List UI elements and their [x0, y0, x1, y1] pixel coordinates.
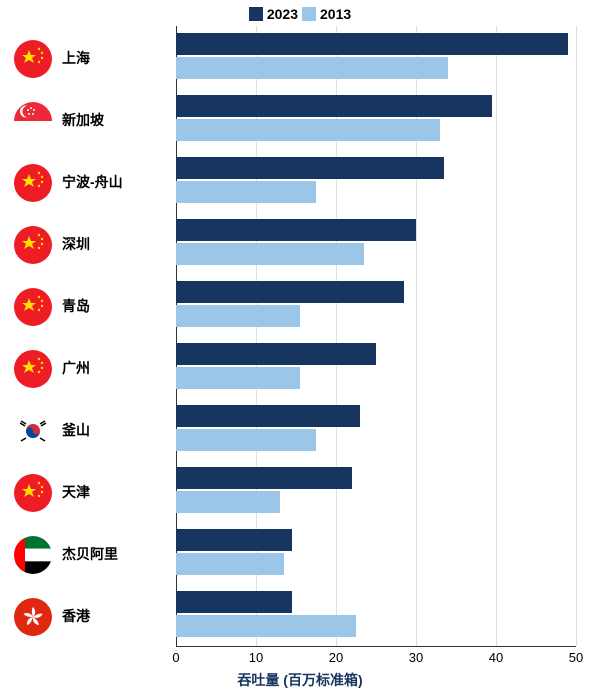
- legend-item-2023: 2023: [249, 6, 298, 22]
- port-label: 杰贝阿里: [62, 544, 118, 564]
- bar-2023: [176, 591, 292, 613]
- x-tick: 50: [569, 650, 583, 665]
- bar-2013: [176, 367, 300, 389]
- legend-label: 2023: [267, 6, 298, 22]
- china-flag-icon: [14, 226, 52, 264]
- bar-2023: [176, 343, 376, 365]
- x-tick: 40: [489, 650, 503, 665]
- china-flag-icon: [14, 164, 52, 202]
- port-row: 新加坡: [0, 88, 600, 150]
- port-row: 宁波-舟山: [0, 150, 600, 212]
- port-row: 釜山: [0, 398, 600, 460]
- bar-chart: 上海新加坡宁波-舟山深圳青岛广州釜山天津杰贝阿里香港: [0, 26, 600, 672]
- x-tick: 0: [172, 650, 179, 665]
- bar-2013: [176, 305, 300, 327]
- bar-2013: [176, 57, 448, 79]
- port-row: 广州: [0, 336, 600, 398]
- bar-2023: [176, 157, 444, 179]
- bar-2013: [176, 243, 364, 265]
- port-label: 釜山: [62, 420, 90, 440]
- port-label: 香港: [62, 606, 90, 626]
- china-flag-icon: [14, 288, 52, 326]
- port-label: 青岛: [62, 296, 90, 316]
- korea-flag-icon: [14, 412, 52, 450]
- singapore-flag-icon: [14, 102, 52, 140]
- x-tick: 10: [249, 650, 263, 665]
- china-flag-icon: [14, 350, 52, 388]
- port-row: 杰贝阿里: [0, 522, 600, 584]
- port-label: 广州: [62, 358, 90, 378]
- bar-2023: [176, 33, 568, 55]
- port-label: 深圳: [62, 234, 90, 254]
- x-axis-label: 吞吐量 (百万标准箱): [0, 670, 600, 690]
- bar-2023: [176, 281, 404, 303]
- legend: 2023 2013: [0, 0, 600, 22]
- port-label: 天津: [62, 482, 90, 502]
- port-row: 青岛: [0, 274, 600, 336]
- bar-2023: [176, 95, 492, 117]
- x-axis-line: [176, 646, 576, 647]
- port-row: 深圳: [0, 212, 600, 274]
- port-label: 新加坡: [62, 110, 104, 130]
- bar-2023: [176, 529, 292, 551]
- uae-flag-icon: [14, 536, 52, 574]
- bar-2013: [176, 491, 280, 513]
- port-label: 宁波-舟山: [62, 172, 123, 192]
- port-row: 天津: [0, 460, 600, 522]
- china-flag-icon: [14, 474, 52, 512]
- port-row: 香港: [0, 584, 600, 646]
- bar-2023: [176, 219, 416, 241]
- bar-2013: [176, 553, 284, 575]
- bar-2013: [176, 615, 356, 637]
- bar-2023: [176, 405, 360, 427]
- hongkong-flag-icon: [14, 598, 52, 636]
- bar-2013: [176, 119, 440, 141]
- legend-item-2013: 2013: [302, 6, 351, 22]
- port-label: 上海: [62, 48, 90, 68]
- china-flag-icon: [14, 40, 52, 78]
- x-tick: 20: [329, 650, 343, 665]
- legend-swatch-2023: [249, 7, 263, 21]
- bar-2023: [176, 467, 352, 489]
- legend-label: 2013: [320, 6, 351, 22]
- legend-swatch-2013: [302, 7, 316, 21]
- x-tick: 30: [409, 650, 423, 665]
- bar-2013: [176, 181, 316, 203]
- port-row: 上海: [0, 26, 600, 88]
- bar-2013: [176, 429, 316, 451]
